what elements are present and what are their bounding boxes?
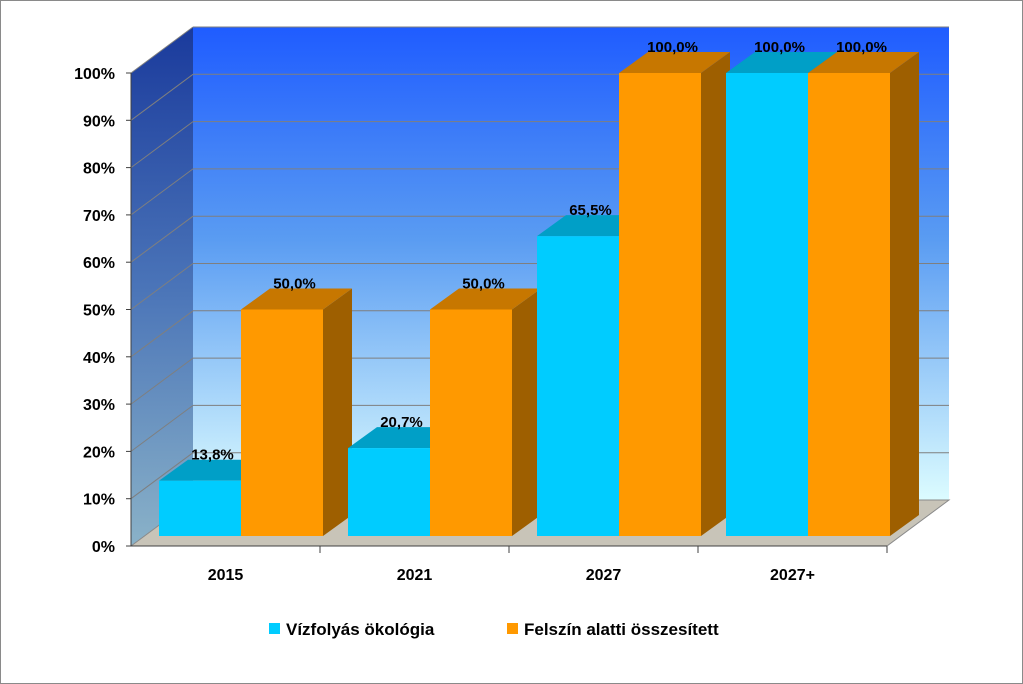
bar-top [726,52,837,73]
legend-swatch [507,623,518,634]
axes: 0% 10% 20% 30% 40% 50% 60% 70% 80% 90% 100% 2015 202… [74,66,888,584]
bars [159,52,919,536]
bar-front [537,236,619,536]
data-label: 100,0% [754,39,805,56]
gridline-side [130,404,194,452]
y-tick-label: 90% [83,113,115,130]
y-tick-label: 60% [83,255,115,272]
gridline-side [130,215,194,263]
bar-side [323,288,352,536]
y-tick-label: 30% [83,397,115,414]
data-label: 100,0% [647,39,698,56]
bar-top [241,288,352,310]
bar-front [619,73,701,536]
bar [808,52,919,536]
bar [619,52,730,536]
y-tick-label: 70% [83,208,115,225]
gridline-side [130,357,194,405]
legend-label: Felszín alatti összesített [524,620,719,639]
y-tick-label: 100% [74,66,115,83]
gridline-side [130,26,194,74]
gridline-side [130,310,194,358]
bar-front [808,73,890,536]
gridline-side [130,263,194,310]
bar-side [701,52,730,536]
x-tick-label: 2015 [208,567,244,584]
y-tick-label: 10% [83,492,115,509]
bar-side [512,288,541,536]
bar-side [890,52,919,536]
data-label: 50,0% [273,276,316,293]
x-tick-label: 2027 [586,567,622,584]
gridline-side [130,73,194,121]
bar-front [241,309,323,536]
y-tick-label: 20% [83,444,115,461]
gridline-side [130,168,194,216]
legend-swatch [269,623,280,634]
data-labels: 13,8% 50,0% 20,7% 50,0% 65,5% 100,0% 100,0% 100… [191,39,887,464]
data-label: 100,0% [836,39,887,56]
bar-top [808,52,919,73]
x-tick-label: 2027+ [770,567,815,584]
bar-front [159,480,241,536]
y-tick-label: 80% [83,161,115,178]
gridline-side [130,121,194,169]
legend: Vízfolyás ökológia Felszín alatti összesí… [269,620,719,639]
y-tick-label: 40% [83,350,115,367]
data-label: 50,0% [462,276,505,293]
bar [241,288,352,536]
y-tick-label: 0% [92,539,115,556]
gridline-side [130,452,194,500]
data-label: 13,8% [191,447,234,464]
bar-top [619,52,730,73]
bar-front [348,448,430,536]
bar-top [430,288,541,310]
data-label: 65,5% [569,202,612,219]
bar-front [726,73,808,536]
x-tick-label: 2021 [397,567,433,584]
legend-label: Vízfolyás ökológia [286,620,435,639]
data-label: 20,7% [380,414,423,431]
bar [430,288,541,536]
y-tick-label: 50% [83,303,115,320]
bar-front [430,309,512,536]
